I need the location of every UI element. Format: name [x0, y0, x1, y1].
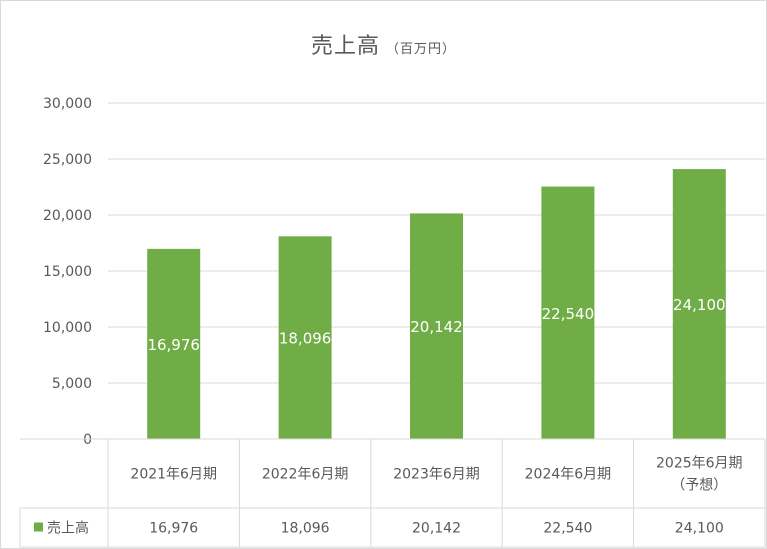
bar-value-label: 18,096 [279, 330, 332, 348]
bar-value-label: 24,100 [673, 296, 726, 314]
bars: 16,976 18,096 20,142 22,540 24,100 [147, 169, 726, 439]
y-tick-label: 0 [83, 432, 92, 448]
legend-key [34, 522, 43, 532]
bar [278, 236, 332, 439]
category-label: 2025年6月期 [656, 456, 743, 472]
category-label: 2022年6月期 [262, 467, 349, 483]
bar [672, 169, 726, 439]
table-value: 20,142 [412, 521, 461, 537]
table-value: 24,100 [675, 521, 724, 537]
chart-title-text: 売上高 [310, 34, 380, 59]
y-tick-label: 20,000 [43, 208, 92, 224]
bar-value-label: 16,976 [147, 336, 200, 354]
table-value: 22,540 [543, 521, 592, 537]
bar-value-label: 20,142 [410, 318, 463, 336]
y-tick-label: 30,000 [43, 96, 92, 112]
y-tick-label: 15,000 [43, 264, 92, 280]
table-value: 16,976 [149, 521, 198, 537]
category-label: 2021年6月期 [130, 467, 217, 483]
category-label: 2023年6月期 [393, 467, 480, 483]
chart-title: 売上高 （百万円） [0, 28, 767, 60]
chart-title-unit: （百万円） [386, 42, 457, 57]
y-tick-label: 5,000 [52, 376, 92, 392]
y-tick-label: 10,000 [43, 320, 92, 336]
y-tick-label: 25,000 [43, 152, 92, 168]
category-label: 2024年6月期 [525, 467, 612, 483]
table-value: 18,096 [281, 521, 330, 537]
bar [147, 248, 201, 439]
bar [410, 213, 463, 439]
legend-label: 売上高 [47, 520, 89, 537]
bar-value-label: 22,540 [542, 305, 595, 323]
category-label: （予想） [671, 478, 727, 494]
y-axis: 0 5,000 10,000 15,000 20,000 25,000 30,000 [43, 96, 92, 448]
data-table: 2021年6月期 2022年6月期 2023年6月期 2024年6月期 2025年6月期… [19, 438, 766, 548]
bar [541, 186, 595, 439]
